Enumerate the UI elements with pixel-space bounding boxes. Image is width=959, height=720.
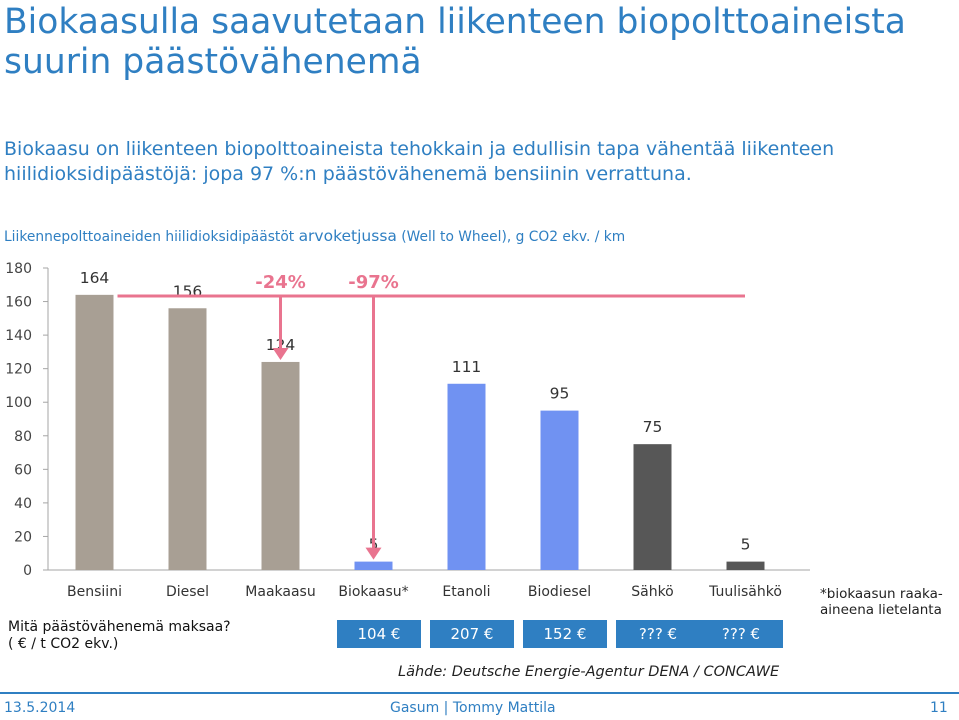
category-label: Maakaasu [245, 584, 315, 600]
slide-subtitle: Biokaasu on liikenteen biopolttoaineista… [4, 138, 835, 185]
data-label: 156 [173, 282, 203, 300]
data-label: 75 [643, 418, 663, 436]
source-note: Lähde: Deutsche Energie-Agentur DENA / C… [398, 664, 780, 680]
cost-box-sahko: ??? € [616, 620, 700, 648]
y-tick-label: 140 [5, 328, 32, 344]
bar-0 [75, 294, 114, 570]
category-label: Tuulisähkö [708, 584, 782, 600]
category-label: Biodiesel [528, 584, 591, 600]
cost-box-tuulisahko: ??? € [699, 620, 783, 648]
cost-box-biokaasu: 104 € [337, 620, 421, 648]
footnote: *biokaasun raaka-aineena lietelanta [820, 586, 943, 618]
reduction-arrow-head [365, 547, 382, 560]
cost-question-line2: ( € / t CO2 ekv.) [8, 636, 119, 652]
cost-question: Mitä päästövähenemä maksaa? ( € / t CO2 … [8, 619, 308, 653]
category-label: Sähkö [631, 584, 674, 600]
category-label: Etanoli [442, 584, 490, 600]
chart-caption-part3: (Well to Wheel), g CO2 ekv. / km [396, 229, 626, 245]
y-tick-label: 180 [5, 261, 32, 277]
chart-caption-part2: arvoketjussa [298, 227, 397, 245]
y-tick-label: 0 [23, 563, 32, 579]
footer-author: Gasum | Tommy Mattila [390, 700, 556, 716]
chart-bars: Bensiini164Diesel156Maakaasu124Biokaasu*… [67, 269, 782, 600]
footer-page-number: 11 [930, 700, 948, 716]
category-label: Bensiini [67, 584, 122, 600]
y-tick-label: 160 [5, 295, 32, 311]
data-label: 5 [741, 536, 751, 554]
bar-5 [540, 410, 579, 570]
cost-question-line1: Mitä päästövähenemä maksaa? [8, 619, 231, 635]
reduction-arrow-head [272, 347, 289, 360]
y-tick-label: 20 [14, 529, 32, 545]
category-label: Diesel [166, 584, 209, 600]
data-label: 111 [452, 358, 482, 376]
chart-caption-part1: Liikennepolttoaineiden hiilidioksidipääs… [4, 229, 299, 245]
data-label: 95 [550, 385, 570, 403]
bar-7 [726, 561, 765, 570]
category-label: Biokaasu* [338, 584, 408, 600]
y-tick-label: 120 [5, 362, 32, 378]
reduction-label: -97% [348, 272, 399, 293]
chart-axes: 0 20 40 60 80 100 120 140 160 180 [5, 261, 810, 579]
y-tick-label: 60 [14, 462, 32, 478]
y-tick-label: 40 [14, 496, 32, 512]
bar-2 [261, 361, 300, 570]
bar-3 [354, 561, 393, 570]
chart-caption: Liikennepolttoaineiden hiilidioksidipääs… [4, 227, 625, 245]
reduction-label: -24% [255, 272, 306, 293]
chart-annotations: -24% -97% [117, 272, 745, 560]
cost-box-biodiesel: 152 € [523, 620, 607, 648]
y-tick-label: 80 [14, 429, 32, 445]
bar-6 [633, 444, 672, 570]
footer-date: 13.5.2014 [4, 700, 76, 716]
data-label: 164 [80, 269, 110, 287]
bar-1 [168, 308, 207, 570]
cost-box-etanoli: 207 € [430, 620, 514, 648]
bar-4 [447, 383, 486, 570]
slide-title: Biokaasulla saavutetaan liikenteen biopo… [4, 2, 906, 82]
y-tick-label: 100 [5, 395, 32, 411]
footer-divider [0, 692, 959, 694]
